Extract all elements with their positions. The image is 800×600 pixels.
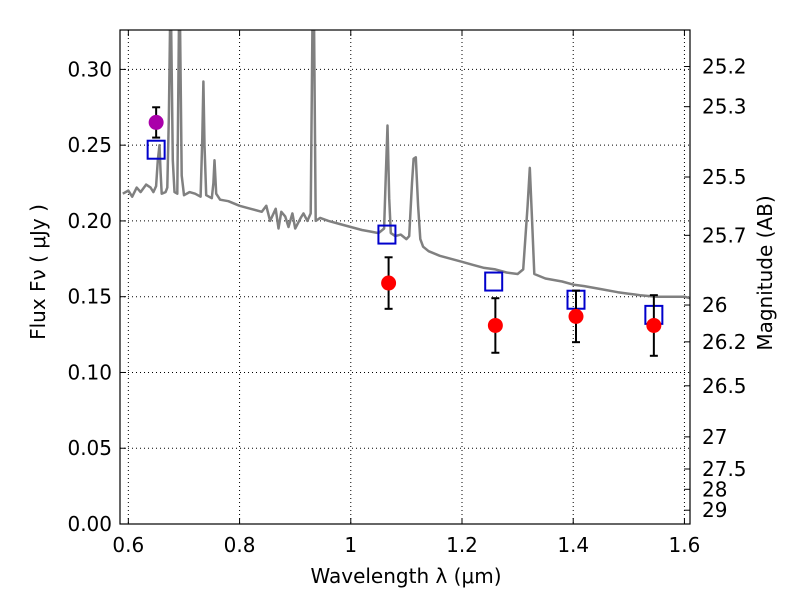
- model-photometry-point: [484, 271, 504, 292]
- right-axis-label: Magnitude (AB): [753, 195, 777, 350]
- plot-frame: [119, 29, 691, 525]
- x-tick-label: 0.8: [224, 533, 256, 557]
- right-tick-label: 27: [702, 425, 727, 449]
- label-layer: 0.6 0.8 1 1.2 1.4 1.6 0.00 0.05 0.10 0.15 0.20 0.25…: [26, 55, 777, 588]
- right-tick-label: 25.2: [702, 55, 747, 79]
- y-tick-label: 0.10: [67, 360, 112, 384]
- observed-point: [487, 317, 503, 333]
- right-tick-label: 28: [702, 477, 727, 501]
- model-photometry-point: [146, 139, 166, 160]
- y-tick-label: 0.25: [67, 133, 112, 157]
- observed-point: [568, 308, 584, 324]
- right-tick-label: 25.5: [702, 165, 747, 189]
- y-axis-label: Flux Fν ( μJy ): [26, 204, 50, 340]
- right-tick-label: 26: [702, 293, 727, 317]
- y-tick-label: 0.20: [67, 209, 112, 233]
- y-tick-label: 0.30: [67, 57, 112, 81]
- grid-layer: [120, 30, 690, 524]
- y-tick-label: 0.00: [67, 512, 112, 536]
- tick-layer: [120, 30, 690, 525]
- right-tick-label: 29: [702, 498, 727, 522]
- model-photometry-point: [377, 224, 397, 245]
- right-tick-label: 25.7: [702, 223, 747, 247]
- x-tick-label: 1: [344, 533, 357, 557]
- right-tick-label: 27.5: [702, 457, 747, 481]
- x-tick-label: 1.4: [557, 533, 589, 557]
- y-tick-label: 0.15: [67, 285, 112, 309]
- series-layer: [122, 30, 690, 357]
- spectrum-line: [122, 30, 690, 300]
- right-tick-label: 25.3: [702, 95, 747, 119]
- right-tick-label: 26.5: [702, 374, 747, 398]
- observed-point: [381, 275, 397, 291]
- x-tick-label: 1.2: [446, 533, 478, 557]
- x-tick-label: 1.6: [669, 533, 701, 557]
- y-tick-label: 0.05: [67, 436, 112, 460]
- observed-point: [646, 317, 662, 333]
- right-tick-label: 26.2: [702, 330, 747, 354]
- x-axis-label: Wavelength λ (μm): [310, 564, 501, 588]
- x-tick-label: 0.6: [112, 533, 144, 557]
- observed-point: [148, 114, 164, 130]
